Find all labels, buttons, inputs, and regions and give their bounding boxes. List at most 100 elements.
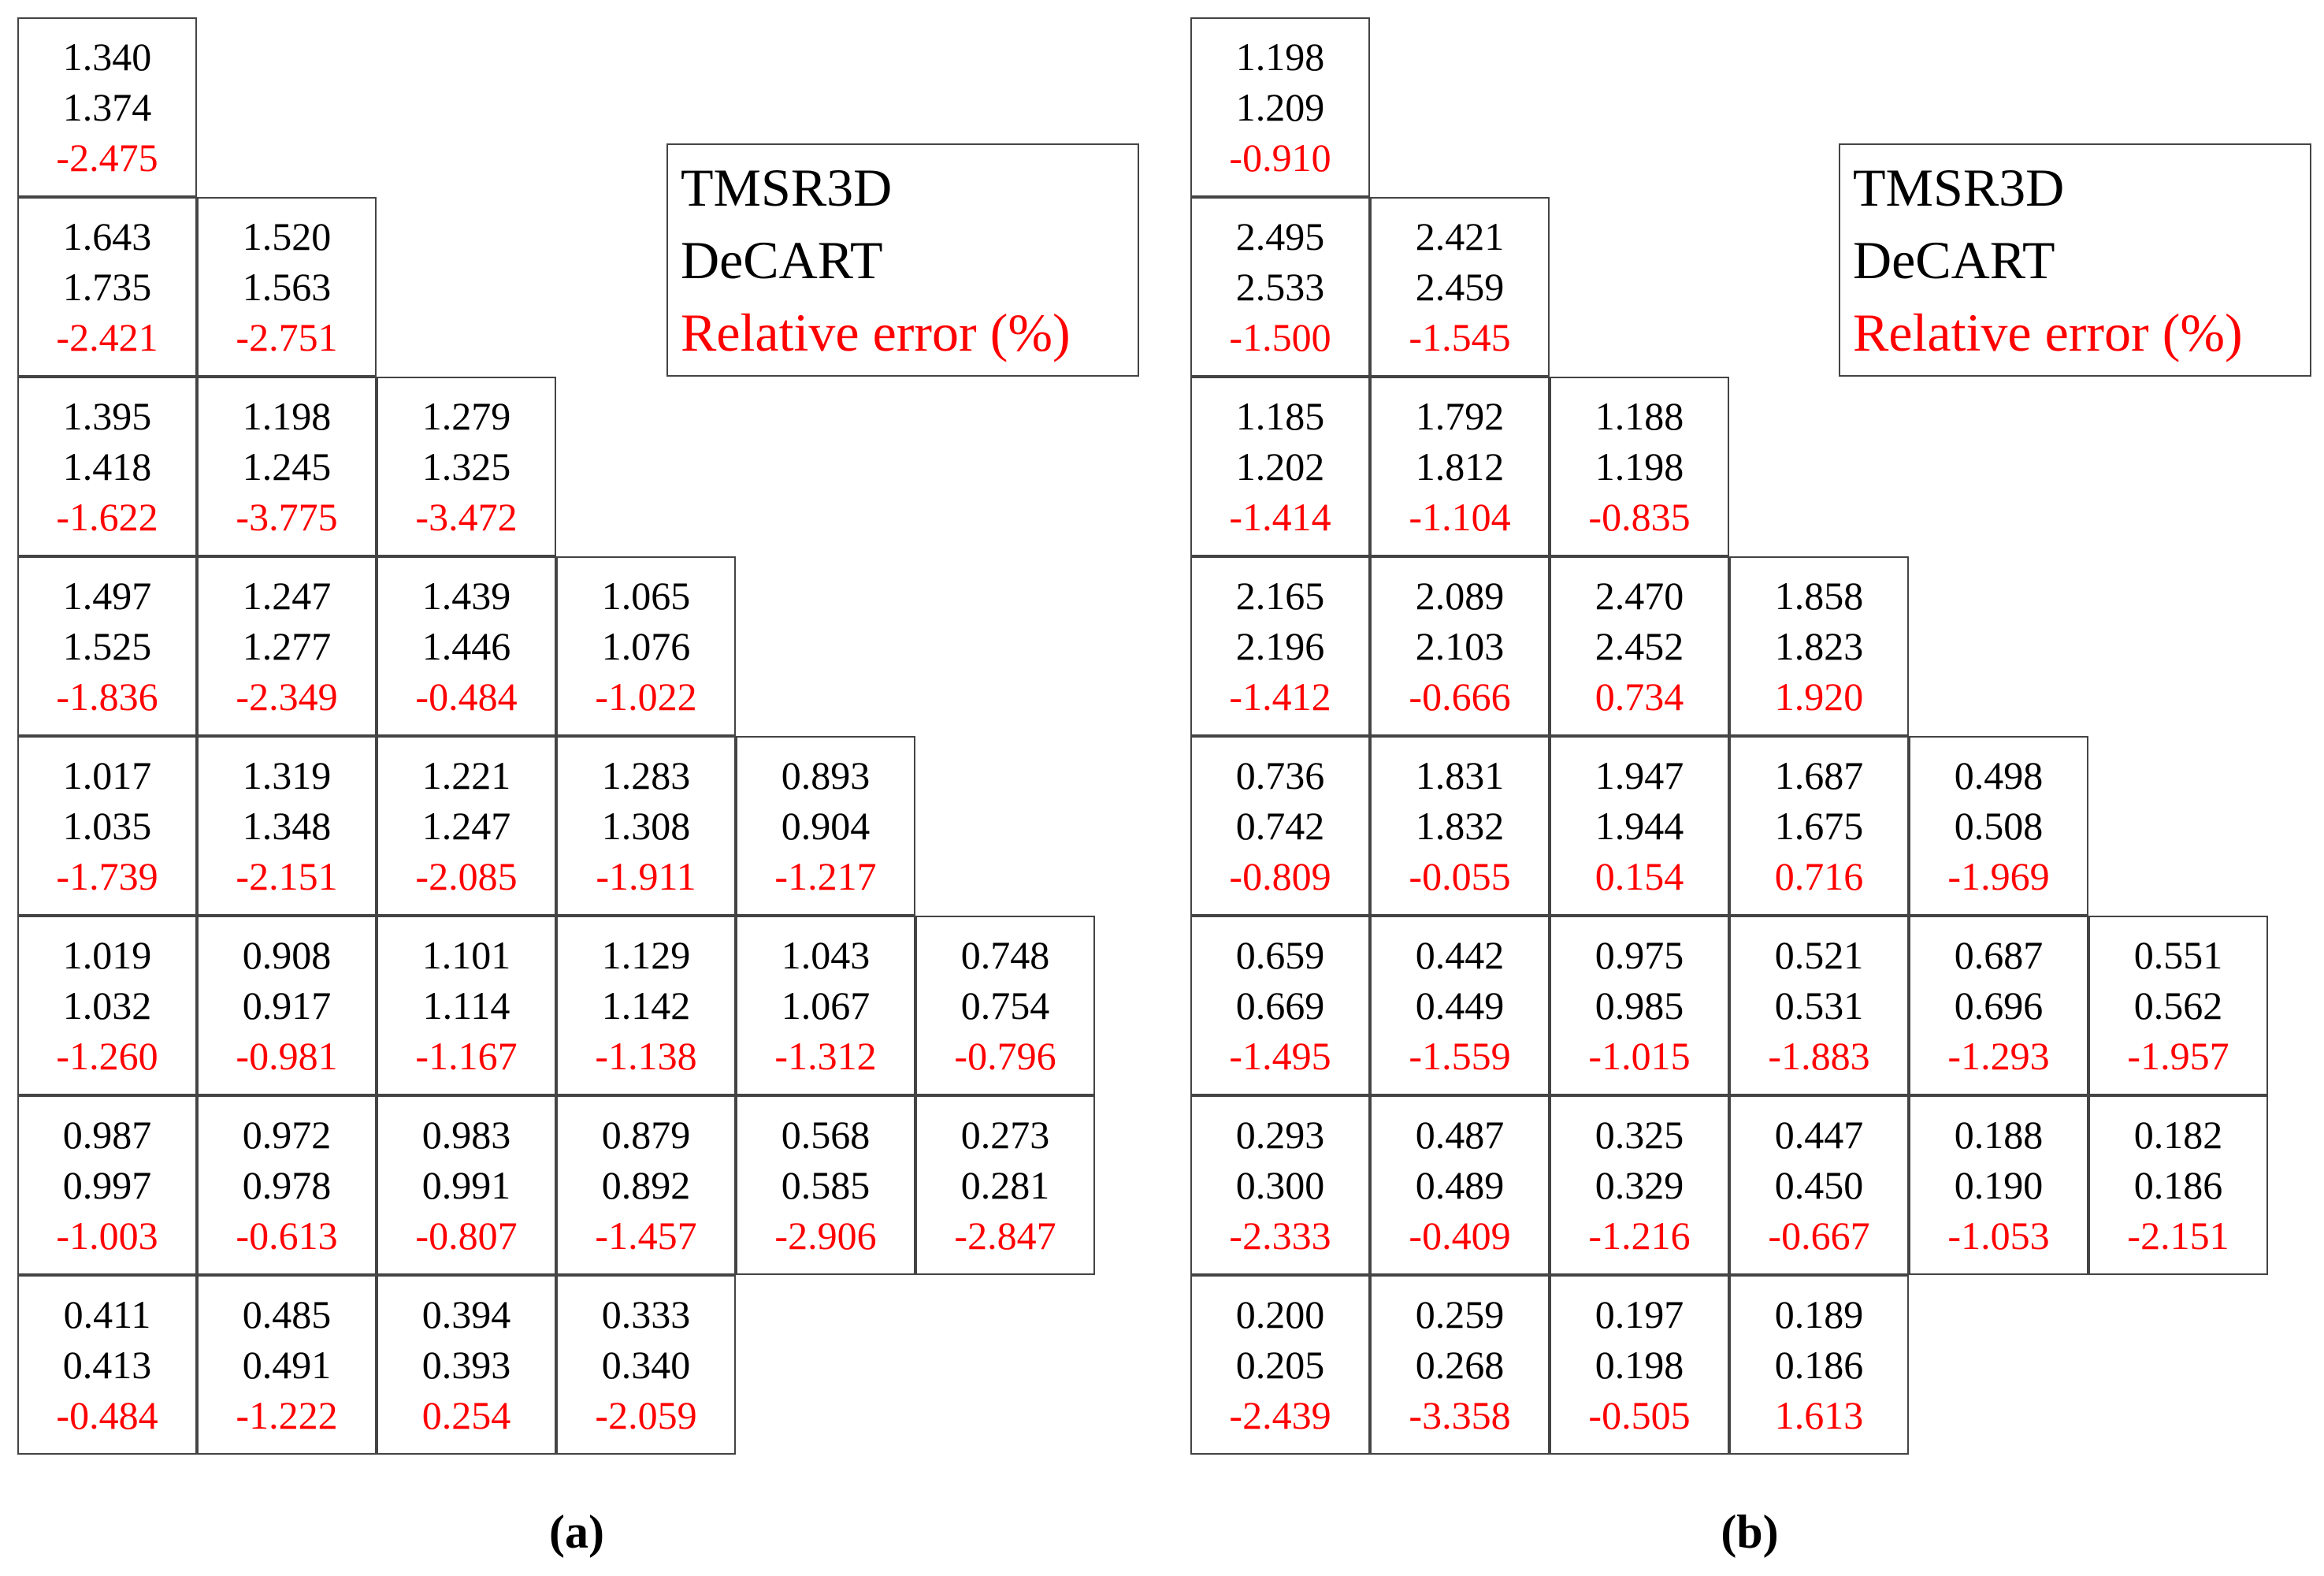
tmsr3d-value: 1.043 <box>781 933 871 977</box>
tmsr3d-value: 1.792 <box>1415 394 1505 438</box>
tmsr3d-value: 0.736 <box>1235 753 1325 797</box>
relative-error-value: 0.154 <box>1595 854 1684 898</box>
tmsr3d-value: 1.221 <box>421 753 511 797</box>
decart-value: 1.308 <box>601 804 691 848</box>
tmsr3d-value: 0.293 <box>1235 1113 1325 1157</box>
assembly-cell: 0.987 0.997 -1.003 <box>17 1095 197 1275</box>
relative-error-value: -3.358 <box>1409 1393 1511 1437</box>
relative-error-value: -2.151 <box>2127 1214 2229 1258</box>
legend-tmsr3d-label: TMSR3D <box>1853 158 2065 217</box>
decart-value: 1.348 <box>242 804 332 848</box>
tmsr3d-value: 0.748 <box>960 933 1050 977</box>
decart-value: 1.035 <box>62 804 152 848</box>
assembly-cell: 1.395 1.418 -1.622 <box>17 377 197 556</box>
relative-error-value: -1.312 <box>774 1034 877 1078</box>
assembly-cell: 2.089 2.103 -0.666 <box>1370 556 1550 736</box>
assembly-cell: 1.792 1.812 -1.104 <box>1370 377 1550 556</box>
decart-value: 1.142 <box>601 983 691 1028</box>
relative-error-value: 0.734 <box>1595 675 1684 719</box>
tmsr3d-value: 1.017 <box>62 753 152 797</box>
tmsr3d-value: 0.972 <box>242 1113 332 1157</box>
relative-error-value: -1.222 <box>236 1393 338 1437</box>
legend-b: TMSR3D DeCART Relative error (%) <box>1839 143 2311 377</box>
assembly-cell: 1.947 1.944 0.154 <box>1550 736 1729 916</box>
assembly-cell: 0.259 0.268 -3.358 <box>1370 1275 1550 1455</box>
assembly-cell: 1.279 1.325 -3.472 <box>377 377 556 556</box>
decart-value: 0.531 <box>1774 983 1864 1028</box>
tmsr3d-value: 0.568 <box>781 1113 871 1157</box>
decart-value: 0.892 <box>601 1163 691 1207</box>
tmsr3d-value: 0.987 <box>62 1113 152 1157</box>
tmsr3d-value: 1.185 <box>1235 394 1325 438</box>
relative-error-value: 1.613 <box>1774 1393 1864 1437</box>
decart-value: 0.449 <box>1415 983 1505 1028</box>
decart-value: 1.114 <box>422 983 510 1028</box>
tmsr3d-value: 0.659 <box>1235 933 1325 977</box>
decart-value: 1.812 <box>1415 444 1505 489</box>
relative-error-value: -1.167 <box>415 1034 518 1078</box>
decart-value: 0.696 <box>1954 983 2044 1028</box>
decart-value: 1.198 <box>1595 444 1684 489</box>
assembly-cell: 0.748 0.754 -0.796 <box>915 916 1095 1095</box>
relative-error-value: -0.835 <box>1588 495 1691 539</box>
decart-value: 1.325 <box>421 444 511 489</box>
relative-error-value: -1.216 <box>1588 1214 1691 1258</box>
decart-value: 1.446 <box>421 624 511 668</box>
tmsr3d-value: 0.908 <box>242 933 332 977</box>
assembly-cell: 1.101 1.114 -1.167 <box>377 916 556 1095</box>
tmsr3d-value: 0.485 <box>242 1292 332 1336</box>
decart-value: 0.186 <box>1774 1343 1864 1387</box>
decart-value: 0.997 <box>62 1163 152 1207</box>
relative-error-value: -1.053 <box>1947 1214 2050 1258</box>
assembly-cell: 1.497 1.525 -1.836 <box>17 556 197 736</box>
tmsr3d-value: 2.165 <box>1235 574 1325 618</box>
assembly-cell: 1.065 1.076 -1.022 <box>556 556 736 736</box>
assembly-cell: 1.319 1.348 -2.151 <box>197 736 377 916</box>
decart-value: 0.205 <box>1235 1343 1325 1387</box>
relative-error-value: -2.349 <box>236 675 338 719</box>
assembly-cell: 1.188 1.198 -0.835 <box>1550 377 1729 556</box>
decart-value: 0.450 <box>1774 1163 1864 1207</box>
assembly-cell: 1.858 1.823 1.920 <box>1729 556 1909 736</box>
relative-error-value: -2.333 <box>1229 1214 1331 1258</box>
relative-error-value: -1.412 <box>1229 675 1331 719</box>
relative-error-value: -0.484 <box>56 1393 158 1437</box>
decart-value: 0.669 <box>1235 983 1325 1028</box>
tmsr3d-value: 0.521 <box>1774 933 1864 977</box>
tmsr3d-value: 1.439 <box>421 574 511 618</box>
tmsr3d-value: 0.411 <box>63 1292 151 1336</box>
relative-error-value: -1.138 <box>595 1034 697 1078</box>
assembly-cell: 2.421 2.459 -1.545 <box>1370 197 1550 377</box>
assembly-cell: 1.520 1.563 -2.751 <box>197 197 377 377</box>
relative-error-value: -1.883 <box>1768 1034 1870 1078</box>
relative-error-value: -0.409 <box>1409 1214 1511 1258</box>
tmsr3d-value: 1.340 <box>62 35 152 79</box>
relative-error-value: -0.613 <box>236 1214 338 1258</box>
tmsr3d-value: 0.189 <box>1774 1292 1864 1336</box>
tmsr3d-value: 1.643 <box>62 214 152 258</box>
tmsr3d-value: 0.687 <box>1954 933 2044 977</box>
caption-a: (a) <box>549 1506 604 1558</box>
tmsr3d-value: 1.831 <box>1415 753 1505 797</box>
assembly-cell: 1.019 1.032 -1.260 <box>17 916 197 1095</box>
tmsr3d-value: 1.858 <box>1774 574 1864 618</box>
decart-value: 1.374 <box>62 85 152 129</box>
decart-value: 0.508 <box>1954 804 2044 848</box>
decart-value: 0.393 <box>421 1343 511 1387</box>
decart-value: 0.186 <box>2133 1163 2223 1207</box>
relative-error-value: -2.751 <box>236 315 338 359</box>
decart-value: 0.300 <box>1235 1163 1325 1207</box>
decart-value: 0.917 <box>242 983 332 1028</box>
assembly-cell: 1.687 1.675 0.716 <box>1729 736 1909 916</box>
assembly-cell: 1.221 1.247 -2.085 <box>377 736 556 916</box>
assembly-cell: 0.879 0.892 -1.457 <box>556 1095 736 1275</box>
assembly-cell: 0.521 0.531 -1.883 <box>1729 916 1909 1095</box>
assembly-cell: 1.198 1.209 -0.910 <box>1190 17 1370 197</box>
legend-decart-label: DeCART <box>1853 230 2055 290</box>
panel-a: 1.340 1.374 -2.475 1.643 1.735 -2.421 1.520 1.5… <box>17 17 1139 1558</box>
assembly-cell: 0.659 0.669 -1.495 <box>1190 916 1370 1095</box>
tmsr3d-value: 0.893 <box>781 753 871 797</box>
relative-error-value: -1.559 <box>1409 1034 1511 1078</box>
decart-value: 0.585 <box>781 1163 871 1207</box>
assembly-cell: 0.687 0.696 -1.293 <box>1909 916 2088 1095</box>
